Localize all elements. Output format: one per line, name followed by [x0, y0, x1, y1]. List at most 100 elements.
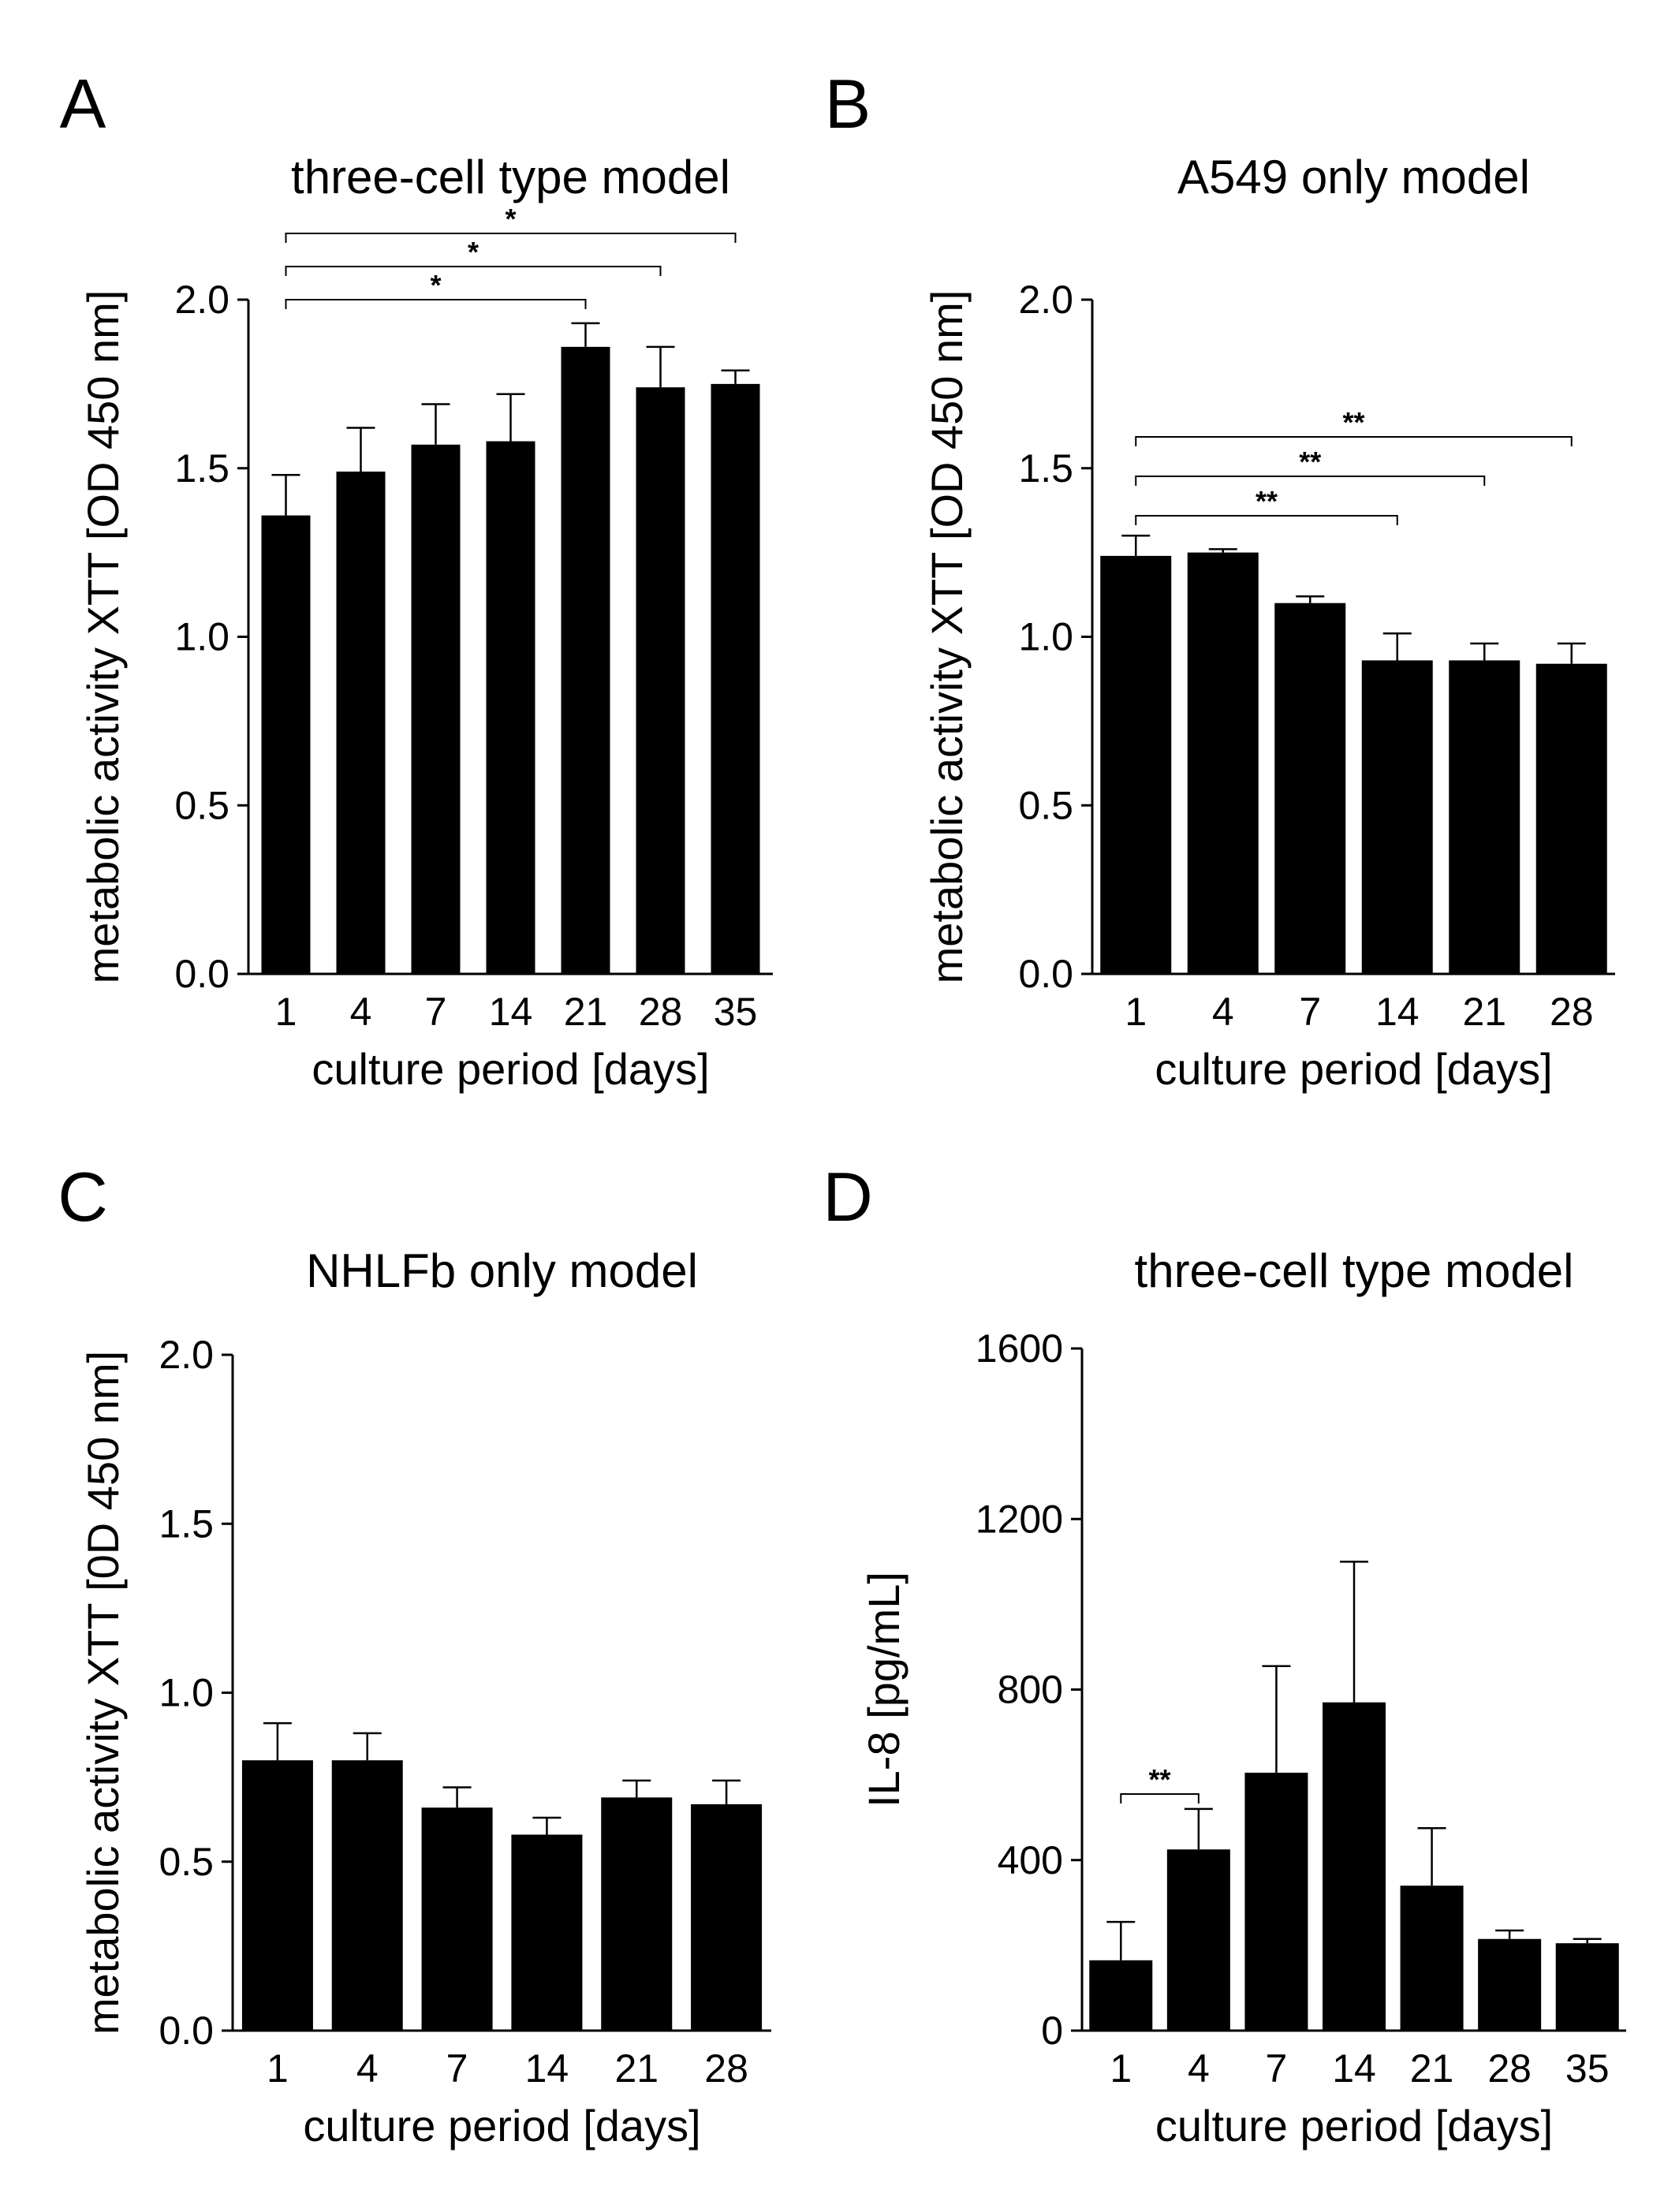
- panel-b-bar: [1100, 555, 1172, 974]
- panel-b-x-tick-label: 14: [1375, 990, 1420, 1034]
- panel-a-significance-label: *: [468, 236, 479, 268]
- panel-a-y-tick-label: 2.0: [174, 278, 229, 322]
- panel-a-x-tick-label: 35: [714, 990, 758, 1034]
- panel-a-significance-bracket: [285, 299, 587, 309]
- panel-d-bar: [1478, 1938, 1542, 2031]
- panel-d-y-axis-title: IL-8 [pg/mL]: [859, 1572, 909, 1807]
- panel-b-letter: B: [825, 65, 871, 143]
- panel-a-y-tick-label: 0.5: [174, 783, 229, 827]
- panel-a-bar: [711, 383, 760, 974]
- panel-b-bar: [1449, 660, 1520, 974]
- panel-c-x-tick-label: 21: [614, 2046, 659, 2091]
- panel-c-y-tick-label: 1.5: [159, 1501, 214, 1546]
- panel-b-x-tick-label: 4: [1212, 990, 1234, 1034]
- panel-b-bar: [1187, 552, 1259, 974]
- panel-d-bar: [1400, 1886, 1464, 2031]
- panel-a-bar: [561, 346, 610, 975]
- panel-a-y-axis-title: metabolic activity XTT [OD 450 nm]: [78, 290, 128, 984]
- panel-b-bar: [1535, 663, 1607, 974]
- panel-c-bar: [511, 1834, 583, 2031]
- panel-a-bar: [336, 472, 386, 974]
- panel-b-x-tick-label: 7: [1299, 990, 1321, 1034]
- panel-a-x-tick-label: 1: [275, 990, 297, 1034]
- panel-a-x-tick-label: 7: [425, 990, 447, 1034]
- panel-b-y-tick-label: 1.0: [1018, 615, 1073, 659]
- panel-b-bar: [1361, 660, 1433, 974]
- panel-b-x-tick-label: 21: [1462, 990, 1506, 1034]
- panel-a-title: three-cell type model: [291, 151, 730, 203]
- panel-a-x-axis-title: culture period [days]: [312, 1044, 709, 1094]
- panel-c-bar: [331, 1760, 403, 2031]
- panel-a-significance-bracket: [285, 266, 662, 276]
- panel-d-y-tick-label: 1200: [976, 1497, 1063, 1541]
- panel-d-letter: D: [823, 1158, 873, 1236]
- panel-c-x-tick-label: 1: [267, 2046, 289, 2091]
- panel-a-bar: [261, 515, 311, 974]
- panel-d-significance-label: **: [1149, 1763, 1171, 1796]
- panel-d-bar: [1555, 1943, 1619, 2031]
- panel-b-significance-label: **: [1299, 446, 1321, 478]
- panel-b-significance-bracket: [1135, 476, 1486, 486]
- panel-b-y-tick-label: 0.5: [1018, 783, 1073, 827]
- panel-b-y-tick-label: 0.0: [1018, 952, 1073, 996]
- panel-a-significance-bracket: [285, 233, 737, 243]
- panel-d-x-tick-label: 7: [1266, 2046, 1288, 2091]
- panel-d-y-tick-label: 0: [1041, 2009, 1063, 2053]
- panel-d-y-tick-label: 800: [998, 1668, 1063, 1712]
- panel-a-y-tick-label: 1.5: [174, 446, 229, 491]
- panel-b-y-tick-label: 1.5: [1018, 446, 1073, 491]
- panel-a-bar: [636, 387, 685, 974]
- panel-d-bar: [1166, 1849, 1230, 2031]
- panel-a-x-tick-label: 21: [564, 990, 608, 1034]
- panel-c-bar: [601, 1797, 673, 2031]
- panel-d-x-axis-title: culture period [days]: [1155, 2101, 1553, 2150]
- panel-d-x-tick-label: 1: [1110, 2046, 1132, 2091]
- panel-d-title: three-cell type model: [1135, 1244, 1574, 1297]
- panel-b-x-axis-title: culture period [days]: [1155, 1044, 1552, 1094]
- panel-b-y-tick-label: 2.0: [1018, 278, 1073, 322]
- panel-b-x-tick-label: 1: [1125, 990, 1147, 1034]
- panel-b-title: A549 only model: [1177, 151, 1530, 203]
- panel-a-y-tick-label: 1.0: [174, 615, 229, 659]
- panel-c-x-axis-title: culture period [days]: [303, 2101, 700, 2150]
- panel-a-bar: [486, 441, 535, 974]
- panel-c-letter: C: [58, 1158, 108, 1236]
- panel-a-letter: A: [60, 65, 106, 143]
- panel-b-x-tick-label: 28: [1550, 990, 1594, 1034]
- panel-a-significance-label: *: [505, 203, 516, 235]
- panel-d-y-tick-label: 400: [998, 1838, 1063, 1882]
- panel-a-x-tick-label: 4: [350, 990, 372, 1034]
- panel-b-significance-bracket: [1135, 436, 1573, 446]
- panel-b-significance-label: **: [1256, 485, 1278, 517]
- panel-c-title: NHLFb only model: [306, 1244, 698, 1297]
- panel-c-y-tick-label: 2.0: [159, 1333, 214, 1377]
- panel-b-y-axis-title: metabolic activity XTT [OD 450 nm]: [922, 290, 972, 984]
- panel-d-x-tick-label: 35: [1565, 2046, 1610, 2091]
- panel-d-x-tick-label: 14: [1332, 2046, 1376, 2091]
- panel-c-y-tick-label: 0.0: [159, 2009, 214, 2053]
- panel-c-x-tick-label: 4: [356, 2046, 379, 2091]
- panel-c-y-axis-title: metabolic activity XTT [0D 450 nm]: [78, 1351, 128, 2035]
- panel-d-bar: [1244, 1772, 1308, 2031]
- panel-c-bar: [691, 1804, 763, 2031]
- panel-c-x-tick-label: 7: [446, 2046, 468, 2091]
- panel-b-significance-bracket: [1135, 515, 1398, 525]
- panel-b-significance-label: **: [1342, 406, 1364, 438]
- panel-d-bar: [1323, 1702, 1386, 2031]
- panel-a-x-tick-label: 14: [489, 990, 533, 1034]
- panel-a-significance-label: *: [430, 269, 441, 301]
- panel-a-y-tick-label: 0.0: [174, 952, 229, 996]
- panel-d-x-tick-label: 28: [1487, 2046, 1532, 2091]
- panel-d-bar: [1089, 1960, 1153, 2031]
- panel-c-y-tick-label: 1.0: [159, 1671, 214, 1715]
- panel-d-x-tick-label: 21: [1410, 2046, 1454, 2091]
- panel-c-bar: [241, 1760, 313, 2031]
- panel-a-bar: [411, 444, 461, 974]
- panel-b-bar: [1274, 602, 1346, 974]
- panel-c-y-tick-label: 0.5: [159, 1840, 214, 1884]
- panel-d-significance-bracket: [1120, 1793, 1200, 1804]
- panel-d-y-tick-label: 1600: [976, 1326, 1063, 1371]
- panel-c-x-tick-label: 14: [525, 2046, 569, 2091]
